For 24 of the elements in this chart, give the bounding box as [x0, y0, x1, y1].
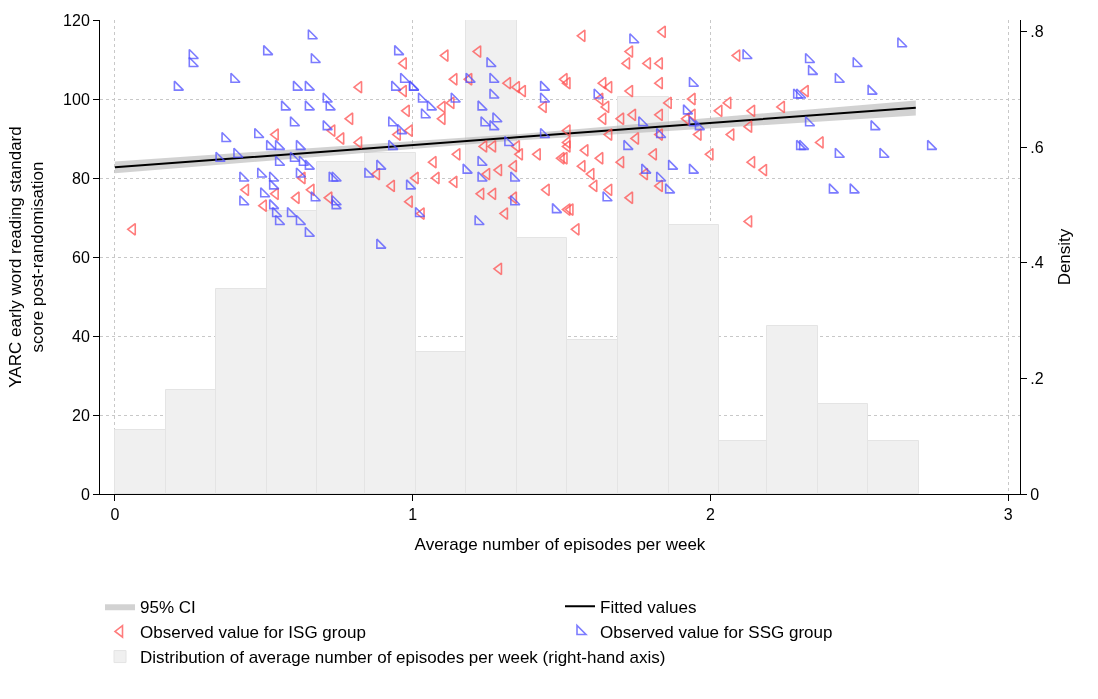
y2-tick-label: .8 — [1030, 23, 1044, 41]
y-axis-title: YARC early word reading standard score post-randomisation — [5, 126, 47, 388]
y2-tick-label: .6 — [1030, 138, 1044, 156]
legend-label: Fitted values — [600, 597, 697, 617]
y-tick-label: 100 — [63, 90, 90, 108]
legend-label: 95% CI — [140, 597, 196, 617]
y-tick-label: 80 — [72, 169, 90, 187]
y-tick-label: 20 — [72, 406, 90, 424]
y2-axis-title: Density — [1055, 228, 1075, 286]
x-tick-label: 2 — [705, 506, 715, 524]
legend-label: Observed value for ISG group — [140, 623, 366, 643]
y2-tick-label: .2 — [1030, 369, 1044, 387]
legend-label: Observed value for SSG group — [600, 623, 833, 643]
x-tick-label: 3 — [1003, 506, 1013, 524]
y-tick-label: 60 — [72, 248, 90, 266]
x-tick-label: 1 — [408, 506, 418, 524]
y-tick-label: 0 — [80, 485, 90, 503]
x-tick-label: 0 — [110, 506, 120, 524]
legend-label: Distribution of average number of episodes per week (right-hand axis) — [140, 648, 666, 668]
y-tick-label: 120 — [63, 11, 90, 29]
y-tick-label: 40 — [72, 327, 90, 345]
y2-tick-label: .4 — [1030, 254, 1044, 272]
y2-tick-label: 0 — [1030, 485, 1040, 503]
x-axis-title: Average number of episodes per week — [414, 534, 706, 554]
